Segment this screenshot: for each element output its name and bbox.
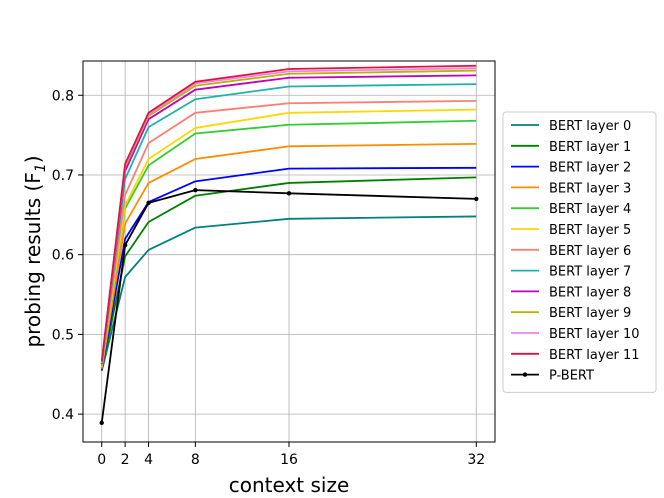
- legend-label: BERT layer 6: [549, 244, 631, 259]
- y-axis-label-subscript: 1: [33, 163, 49, 172]
- series-p-bert: [99, 187, 479, 426]
- y-axis-label: probing results (F1): [21, 155, 49, 347]
- legend-label: P-BERT: [549, 369, 594, 384]
- x-tick-label: 32: [467, 452, 485, 468]
- data-point: [99, 420, 104, 426]
- x-axis-label: context size: [229, 473, 350, 497]
- legend-label: BERT layer 2: [549, 161, 631, 176]
- legend-item: BERT layer 4: [511, 202, 631, 217]
- legend-item: BERT layer 6: [511, 244, 631, 259]
- legend-label: BERT layer 10: [549, 327, 640, 342]
- x-tick-label: 0: [97, 452, 106, 468]
- series-line: [100, 166, 477, 370]
- series-bert-layer-5: [100, 108, 477, 368]
- series-bert-layer-3: [100, 143, 477, 369]
- legend-item: BERT layer 9: [511, 306, 631, 321]
- legend-item: BERT layer 2: [511, 161, 631, 176]
- legend-item: BERT layer 10: [511, 327, 640, 342]
- legend-item: BERT layer 1: [511, 140, 631, 155]
- series-line: [100, 215, 477, 372]
- x-tick-label: 16: [280, 452, 298, 468]
- data-point: [146, 200, 151, 206]
- legend-item: BERT layer 7: [511, 265, 631, 280]
- series-line: [100, 99, 477, 367]
- y-tick-label: 0.4: [52, 407, 74, 423]
- data-point: [286, 191, 292, 196]
- legend-label: BERT layer 1: [549, 140, 631, 155]
- legend-label: BERT layer 0: [549, 119, 631, 134]
- legend-label: BERT layer 9: [549, 306, 631, 321]
- legend-box: [502, 111, 657, 393]
- data-point: [474, 196, 479, 202]
- y-tick-label: 0.6: [52, 248, 74, 264]
- y-axis-label-text: probing results (F: [21, 172, 45, 347]
- legend-item: BERT layer 5: [511, 223, 631, 238]
- series-line: [100, 189, 477, 423]
- series-bert-layer-6: [100, 99, 477, 367]
- series-line: [100, 64, 477, 362]
- legend-item: BERT layer 11: [511, 348, 640, 363]
- legend-label: BERT layer 7: [549, 265, 631, 280]
- legend-label: BERT layer 5: [549, 223, 631, 238]
- legend-label: BERT layer 4: [549, 202, 631, 217]
- y-tick-label: 0.8: [52, 88, 74, 104]
- y-axis-label-suffix: ): [21, 155, 45, 163]
- series-bert-layer-0: [100, 215, 477, 372]
- legend-item: P-BERT: [511, 369, 594, 384]
- y-tick-label: 0.7: [52, 168, 74, 184]
- legend-item: BERT layer 3: [511, 181, 631, 196]
- legend: BERT layer 0 BERT layer 1 BERT layer 2 BERT…: [502, 111, 657, 393]
- series-lines: [99, 64, 479, 426]
- data-point: [193, 187, 198, 193]
- y-tick-label: 0.5: [52, 327, 74, 343]
- legend-item: BERT layer 0: [511, 119, 631, 134]
- data-point: [122, 242, 128, 248]
- legend-label: BERT layer 8: [549, 285, 631, 300]
- axis-ticks: 0 2 4 8 16 32 0.4 0.5 0.6 0.7 0.8: [52, 88, 485, 468]
- series-line: [100, 108, 477, 368]
- legend-label: BERT layer 3: [549, 181, 631, 196]
- legend-label: BERT layer 11: [549, 348, 640, 363]
- series-bert-layer-2: [100, 166, 477, 370]
- x-tick-label: 2: [121, 452, 130, 468]
- series-line: [100, 143, 477, 369]
- legend-item: BERT layer 8: [511, 285, 631, 300]
- x-tick-label: 8: [191, 452, 200, 468]
- x-tick-label: 4: [144, 452, 153, 468]
- legend-marker: [522, 372, 528, 377]
- series-bert-layer-11: [100, 64, 477, 362]
